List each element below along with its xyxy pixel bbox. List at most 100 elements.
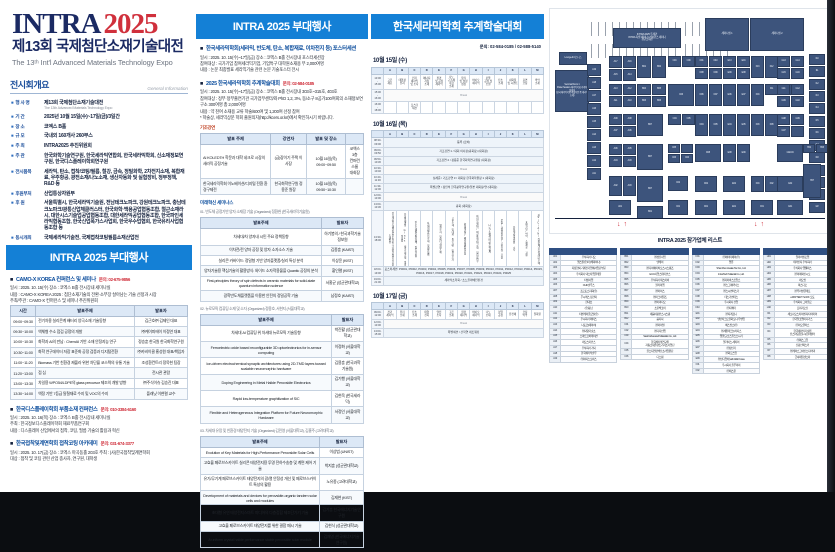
plan-booth[interactable]: E06 <box>723 84 736 106</box>
plan-booth[interactable]: A12 <box>623 84 636 95</box>
plan-booth[interactable]: H03 <box>816 144 828 153</box>
plan-booth[interactable]: G08 <box>777 114 790 125</box>
plan-booth[interactable]: G15 <box>777 68 790 79</box>
plan-booth[interactable]: A16 <box>587 103 601 115</box>
plan-booth[interactable]: D09 <box>709 68 722 79</box>
plan-booth[interactable]: C01 <box>668 200 688 215</box>
plan-booth[interactable]: D01 <box>695 200 717 215</box>
plan-booth[interactable]: G01 <box>777 200 803 215</box>
plan-booth[interactable]: I22 <box>809 201 825 213</box>
plan-seminar-room-2[interactable]: 세미나실 2 <box>750 18 804 51</box>
plan-booth[interactable]: D04 <box>695 114 708 136</box>
plan-booth[interactable]: E16 <box>737 56 750 67</box>
plan-booth[interactable]: E08 <box>737 68 750 79</box>
plan-booth[interactable]: D08 <box>695 144 721 162</box>
plan-booth[interactable]: E09 <box>723 68 736 79</box>
plan-booth[interactable]: E04 <box>723 114 736 136</box>
plan-booth[interactable]: A10 <box>623 96 636 107</box>
floor-plan[interactable]: INTRA 2025 주제관 INTRA 특별 세미나 / 컨퍼런스 세미나 첨단소… <box>555 14 829 219</box>
plan-booth[interactable]: A07 <box>609 126 622 137</box>
plan-booth[interactable]: H07 <box>803 164 821 198</box>
plan-booth[interactable]: G02-04 <box>777 144 803 162</box>
plan-booth[interactable] <box>681 144 693 153</box>
plan-booth[interactable]: C02 <box>668 176 688 191</box>
plan-booth[interactable]: F13 <box>751 56 764 78</box>
plan-booth[interactable]: B05 <box>652 84 666 95</box>
plan-booth[interactable]: B04 <box>637 84 651 95</box>
plan-booth[interactable]: A12 <box>587 155 601 167</box>
plan-booth[interactable]: A11 <box>609 96 622 107</box>
plan-booth[interactable]: D06 <box>695 84 708 106</box>
plan-booth[interactable]: A18 <box>587 77 601 89</box>
floor-plan-container[interactable]: INTRA 2025 주제관 INTRA 특별 세미나 / 컨퍼런스 세미나 첨단소… <box>549 8 831 234</box>
plan-booth[interactable]: A14 <box>587 129 601 141</box>
plan-booth[interactable]: E01 <box>723 200 745 215</box>
plan-booth[interactable]: G09 <box>777 96 790 107</box>
plan-booth[interactable]: A14 <box>623 69 636 81</box>
plan-booth[interactable]: E02 <box>723 176 745 192</box>
plan-booth[interactable]: C16 <box>668 56 681 67</box>
plan-booth[interactable]: A05 <box>623 144 636 155</box>
plan-booth[interactable]: A06 <box>623 126 636 137</box>
plan-booth[interactable]: A01 <box>609 200 631 215</box>
plan-booth[interactable]: G14 <box>791 56 804 67</box>
plan-booth[interactable]: A06 <box>609 144 622 155</box>
plan-booth[interactable]: A02 <box>609 176 622 196</box>
plan-booth[interactable]: A08 <box>623 114 636 125</box>
plan-booth[interactable]: B06 <box>652 96 666 107</box>
plan-booth[interactable]: B01 <box>637 56 651 78</box>
plan-booth[interactable]: G12 <box>791 84 804 95</box>
plan-booth[interactable]: A15 <box>609 69 622 81</box>
plan-booth[interactable]: C05 <box>682 114 695 125</box>
plan-booth[interactable]: I11 <box>809 66 825 78</box>
plan-booth[interactable]: G02 <box>777 176 803 192</box>
plan-booth[interactable]: I16 <box>809 127 825 139</box>
plan-booth[interactable]: F01 <box>751 200 773 215</box>
plan-booth[interactable]: E13 <box>723 56 736 67</box>
plan-booth[interactable]: A17 <box>609 56 622 68</box>
plan-booth[interactable]: E08 <box>723 144 736 162</box>
plan-booth[interactable]: A13 <box>587 142 601 154</box>
plan-booth[interactable]: G13 <box>777 56 790 67</box>
plan-booth[interactable]: G11 <box>777 84 790 95</box>
plan-booth[interactable]: A16 <box>623 56 636 68</box>
plan-booth[interactable]: A09 <box>609 114 622 125</box>
plan-booth[interactable]: H02 <box>803 144 815 153</box>
plan-booth[interactable]: I13 <box>809 90 825 102</box>
plan-booth[interactable]: A03 <box>623 156 636 167</box>
plan-main-stage[interactable]: INTRA 2025 주제관 INTRA 특별 세미나 / 컨퍼런스 세미나 첨단소… <box>613 28 681 48</box>
plan-booth[interactable]: C04 <box>681 154 693 163</box>
plan-booth[interactable]: A15 <box>587 116 601 128</box>
plan-booth[interactable]: F04 <box>751 176 764 192</box>
plan-booth[interactable]: A03 <box>623 176 636 196</box>
plan-booth[interactable]: D10 <box>709 56 722 67</box>
plan-booth[interactable]: C09 <box>682 56 695 67</box>
plan-booth[interactable]: A11 <box>587 168 601 180</box>
plan-booth[interactable]: C06 <box>668 84 694 106</box>
plan-lounge[interactable]: Lounge & 비즈니스 <box>559 52 587 65</box>
plan-booth[interactable]: G09 <box>791 114 804 125</box>
plan-special-session[interactable]: Seminar Room 1 Poster Session 세라믹학회 추계학술대… <box>555 70 589 112</box>
plan-booth[interactable]: D08 <box>695 68 708 79</box>
plan-booth[interactable]: I14 <box>809 103 825 115</box>
plan-booth[interactable]: D02 <box>695 176 717 192</box>
plan-booth[interactable]: C03 <box>668 154 680 163</box>
plan-booth[interactable]: F08 <box>765 114 778 136</box>
plan-booth[interactable]: B02 <box>652 56 666 78</box>
plan-booth[interactable]: B07 <box>637 144 663 170</box>
plan-booth[interactable]: D01 <box>695 56 708 67</box>
plan-booth[interactable]: A13 <box>609 84 622 95</box>
plan-booth[interactable]: G10 <box>791 96 804 107</box>
plan-booth[interactable]: B07 <box>637 114 663 136</box>
plan-booth[interactable]: I18 <box>809 152 825 164</box>
plan-booth[interactable]: F12 <box>765 56 778 78</box>
plan-booth[interactable]: I12 <box>809 78 825 90</box>
plan-booth[interactable]: A19 <box>587 64 601 76</box>
plan-booth[interactable]: E07 <box>737 84 750 106</box>
plan-booth[interactable]: B07 <box>637 176 663 202</box>
plan-booth[interactable]: E05 <box>737 114 750 136</box>
plan-booth[interactable]: E09 <box>737 144 750 162</box>
plan-booth[interactable]: G16 <box>791 68 804 79</box>
plan-booth[interactable]: C04 <box>668 114 681 125</box>
plan-booth[interactable]: C05 <box>668 144 680 153</box>
